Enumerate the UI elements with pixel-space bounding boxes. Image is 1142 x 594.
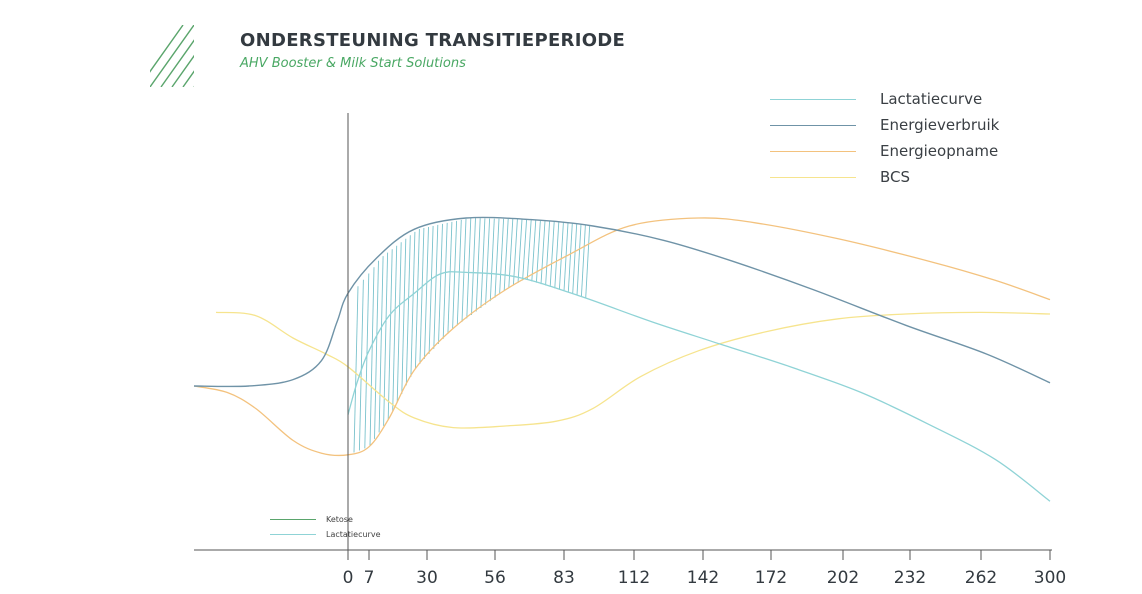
hatch-line: [401, 238, 407, 395]
x-tick-label: 142: [687, 568, 719, 588]
mini-legend: Ketose Lactatiecurve: [270, 512, 381, 542]
x-tick-label: 0: [343, 568, 354, 588]
hatch-line: [424, 226, 429, 359]
chart-subtitle: AHV Booster & Milk Start Solutions: [240, 56, 466, 71]
hatch-line: [540, 220, 546, 285]
hatch-line: [572, 223, 578, 294]
legend-swatch-energieverbruik: [770, 124, 856, 126]
hatch-line: [452, 220, 458, 330]
series-line-energieverbruik: [193, 216, 1051, 388]
hatch-line: [517, 219, 523, 284]
hatch-line: [499, 218, 505, 295]
hatch-line: [410, 231, 416, 377]
series-line-energieopname: [193, 217, 1051, 457]
energy-deficit-hatch: [353, 217, 591, 453]
x-tick-label: 112: [618, 568, 650, 588]
mini-legend-item-ketose: Ketose: [270, 512, 381, 527]
legend-swatch-energieopname: [770, 150, 856, 152]
x-tick-label: 30: [416, 568, 438, 588]
hatch-line: [358, 279, 364, 451]
hatch-line: [503, 218, 509, 291]
hatch-line: [414, 228, 420, 369]
mini-legend-item-lactatiecurve: Lactatiecurve: [270, 527, 381, 542]
hatch-line: [387, 249, 393, 420]
hatch-line: [494, 218, 500, 298]
x-tick-label: 300: [1034, 568, 1066, 588]
hatch-line: [545, 221, 551, 286]
hatch-line: [405, 235, 411, 386]
hatch-line: [396, 242, 402, 403]
x-tick-label: 7: [364, 568, 375, 588]
hatch-line: [442, 222, 448, 339]
legend: Lactatiecurve Energieverbruik Energieopn…: [770, 86, 999, 190]
hatch-line: [580, 224, 586, 297]
legend-swatch-lactatiecurve: [770, 98, 856, 100]
hatch-line: [531, 219, 537, 282]
hatch-line: [526, 219, 532, 281]
mini-legend-label-lactatiecurve: Lactatiecurve: [326, 530, 381, 539]
hatch-line: [512, 219, 518, 286]
hatch-line: [364, 273, 370, 449]
legend-label-lactatiecurve: Lactatiecurve: [880, 90, 983, 108]
hatch-line: [419, 227, 425, 364]
hatch-line: [558, 222, 564, 290]
hatch-line: [378, 256, 384, 433]
hatch-line: [508, 218, 514, 289]
hatch-line: [485, 218, 491, 305]
mini-legend-swatch-lactatiecurve: [270, 534, 316, 535]
legend-label-bcs: BCS: [880, 168, 911, 186]
hatch-line: [522, 219, 528, 281]
x-tick-label: 202: [827, 568, 859, 588]
mini-legend-swatch-ketose: [270, 519, 316, 520]
hatch-line: [471, 218, 476, 316]
legend-item-bcs: BCS: [770, 164, 999, 190]
hatch-line: [383, 252, 389, 426]
hatch-line: [576, 224, 582, 296]
legend-item-energieopname: Energieopname: [770, 138, 999, 164]
x-tick-label: 83: [553, 568, 575, 588]
x-tick-label: 262: [965, 568, 997, 588]
hatch-line: [392, 245, 398, 412]
logo-stripe: [149, 24, 195, 88]
series-line-bcs: [215, 311, 1051, 429]
legend-swatch-bcs: [770, 176, 856, 178]
hatch-line: [369, 267, 375, 446]
hatch-line: [535, 220, 541, 283]
legend-item-lactatiecurve: Lactatiecurve: [770, 86, 999, 112]
series-line-lactatiecurve: [347, 271, 1051, 502]
hatch-line: [447, 221, 453, 334]
hatch-line: [480, 218, 486, 309]
legend-label-energieverbruik: Energieverbruik: [880, 116, 1000, 134]
hatch-line: [374, 260, 379, 439]
hatch-line: [475, 218, 481, 312]
x-tick-label: 172: [755, 568, 787, 588]
x-tick-label: 56: [484, 568, 506, 588]
mini-legend-label-ketose: Ketose: [326, 515, 353, 524]
x-tick-label: 232: [894, 568, 926, 588]
hatch-line: [549, 221, 555, 287]
legend-item-energieverbruik: Energieverbruik: [770, 112, 999, 138]
hatch-line: [585, 225, 591, 299]
hatch-line: [428, 225, 434, 354]
hatch-line: [489, 218, 495, 302]
chart-title: ONDERSTEUNING TRANSITIEPERIODE: [240, 30, 626, 51]
hatch-line: [353, 286, 359, 453]
hatch-line: [466, 217, 472, 319]
hatch-line: [554, 221, 560, 289]
hatch-line: [438, 223, 443, 344]
legend-label-energieopname: Energieopname: [880, 142, 999, 160]
hatch-line: [461, 218, 467, 322]
hatch-line: [567, 223, 573, 293]
hatch-line: [433, 224, 439, 349]
